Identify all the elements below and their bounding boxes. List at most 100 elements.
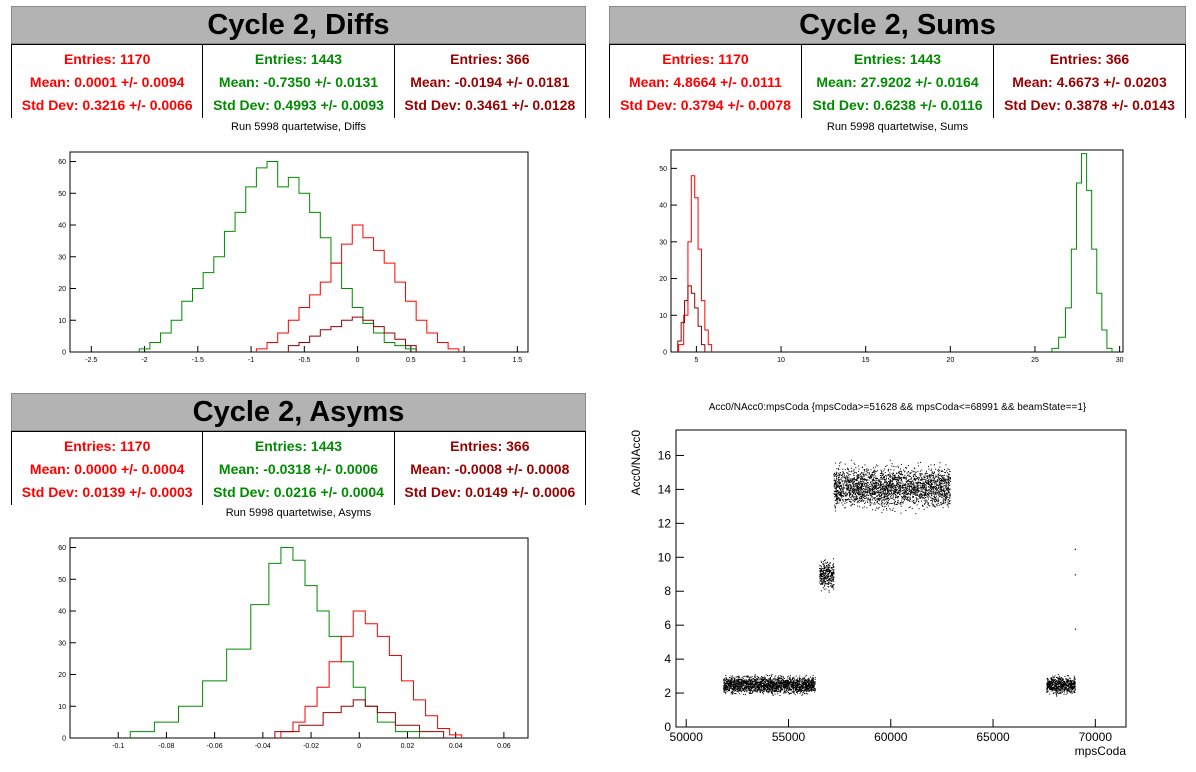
scatter-point <box>880 495 882 497</box>
scatter-point <box>902 496 904 498</box>
scatter-point <box>780 683 782 685</box>
scatter-point <box>947 503 949 505</box>
scatter-point <box>875 484 877 486</box>
scatter-point <box>874 469 876 471</box>
scatter-point <box>739 682 741 684</box>
scatter-point <box>868 476 870 478</box>
scatter-point <box>807 681 809 683</box>
x-tick-label: -0.04 <box>255 743 271 750</box>
scatter-point <box>878 480 880 481</box>
scatter-point <box>747 683 749 685</box>
scatter-point <box>934 506 935 508</box>
scatter-point <box>830 576 832 578</box>
scatter-point <box>734 688 735 690</box>
scatter-point <box>794 684 796 686</box>
scatter-point <box>846 487 848 489</box>
scatter-point <box>948 473 949 475</box>
scatter-point <box>823 574 825 576</box>
scatter-point <box>860 488 862 490</box>
scatter-point <box>927 496 929 498</box>
scatter-point <box>857 489 859 491</box>
scatter-point <box>777 690 779 692</box>
scatter-point <box>784 687 786 689</box>
scatter-point <box>890 483 892 485</box>
scatter-point <box>780 680 782 681</box>
scatter-point <box>919 490 921 492</box>
scatter-point <box>823 561 825 563</box>
scatter-point <box>842 491 844 493</box>
stat-column: Entries: 1443 Mean: -0.0318 +/- 0.0006 S… <box>203 432 395 505</box>
scatter-point <box>786 680 788 682</box>
scatter-point <box>927 494 929 496</box>
scatter-point <box>827 574 829 575</box>
scatter-point <box>929 490 931 492</box>
scatter-point <box>847 480 849 482</box>
scatter-point <box>803 691 805 693</box>
scatter-point <box>736 686 738 688</box>
scatter-point <box>913 487 915 489</box>
scatter-point <box>744 679 746 681</box>
scatter-point <box>749 678 751 680</box>
scatter-point <box>771 682 773 684</box>
scatter-point <box>796 681 798 683</box>
scatter-point <box>918 500 919 502</box>
scatter-point <box>845 495 847 497</box>
scatter-point <box>802 691 804 693</box>
scatter-point <box>879 495 881 497</box>
scatter-point <box>865 487 867 489</box>
scatter-point <box>824 584 825 586</box>
scatter-point <box>895 491 896 493</box>
scatter-point <box>871 483 872 485</box>
scatter-point <box>833 480 835 482</box>
scatter-point <box>876 481 878 483</box>
scatter-point <box>926 480 928 482</box>
scatter-point <box>826 576 828 577</box>
scatter-point <box>863 469 865 471</box>
scatter-point <box>746 690 748 692</box>
scatter-point <box>847 485 848 487</box>
scatter-point <box>846 493 848 495</box>
scatter-point <box>939 487 941 489</box>
scatter-point <box>838 481 840 483</box>
scatter-point <box>887 495 889 497</box>
scatter-point <box>828 573 829 575</box>
scatter-point <box>891 488 893 490</box>
scatter-point <box>822 565 824 567</box>
scatter-point <box>947 489 949 491</box>
scatter-point <box>805 679 807 681</box>
scatter-point <box>819 576 821 578</box>
scatter-point <box>921 493 923 495</box>
scatter-point <box>747 687 749 689</box>
scatter-point <box>823 576 825 578</box>
scatter-point <box>863 493 865 495</box>
scatter-point <box>890 487 892 489</box>
scatter-point <box>726 690 728 692</box>
scatter-point <box>903 476 905 478</box>
scatter-point <box>783 680 785 681</box>
scatter-point <box>895 487 897 489</box>
scatter-point <box>890 484 892 486</box>
scatter-point <box>828 581 830 583</box>
scatter-point <box>728 689 730 691</box>
scatter-point <box>791 681 793 683</box>
scatter-point <box>822 583 824 585</box>
scatter-point <box>741 691 742 693</box>
scatter-point <box>762 691 764 693</box>
scatter-point <box>766 679 768 680</box>
scatter-point <box>808 682 810 684</box>
scatter-point <box>944 494 946 496</box>
scatter-point <box>731 683 733 684</box>
scatter-point <box>776 691 778 693</box>
scatter-point <box>909 481 911 483</box>
scatter-point <box>781 684 783 686</box>
scatter-point <box>882 501 884 503</box>
scatter-point <box>832 565 834 566</box>
scatter-point <box>882 497 884 499</box>
scatter-point <box>867 472 869 474</box>
scatter-point <box>792 681 794 683</box>
scatter-point <box>893 486 895 488</box>
scatter-point <box>765 690 767 691</box>
scatter-point <box>849 480 851 482</box>
scatter-point <box>761 689 763 690</box>
